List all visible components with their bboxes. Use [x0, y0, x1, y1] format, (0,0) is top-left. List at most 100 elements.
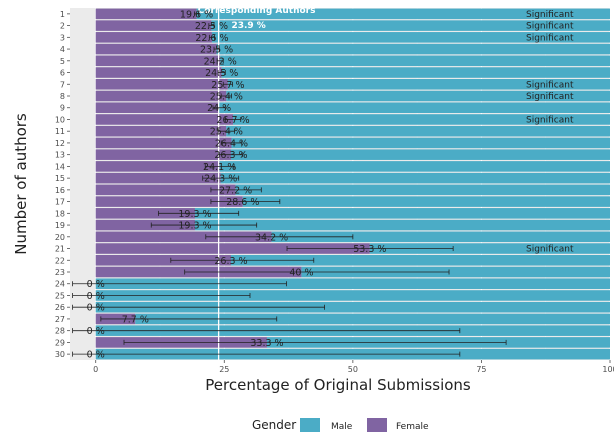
bar-female-1: [95, 8, 197, 20]
data-label-3: 22.6 %: [195, 33, 228, 44]
y-tick-label-15: 15: [55, 174, 65, 183]
bar-male-15: [220, 172, 610, 184]
bar-male-18: [194, 208, 610, 219]
significance-labels: Significant Significant Significant Signifi…: [526, 10, 574, 255]
bar-male-21: [369, 243, 610, 254]
reference-value: 23.9 %: [231, 21, 265, 31]
bar-male-5: [220, 55, 610, 67]
y-tick-label-10: 10: [55, 115, 65, 124]
data-label-11: 25.4 %: [210, 127, 243, 138]
bar-male-3: [211, 32, 610, 43]
significant-label-1: Significant: [526, 10, 574, 20]
data-label-4: 23.5 %: [200, 45, 233, 56]
y-tick-label-30: 30: [55, 350, 65, 359]
significant-label-2: Significant: [526, 22, 574, 32]
bar-male-19: [194, 219, 610, 231]
y-tick-label-12: 12: [55, 139, 65, 148]
data-label-15: 24.3 %: [204, 174, 237, 185]
y-tick-label-18: 18: [55, 209, 65, 218]
data-label-7: 25.7 %: [211, 80, 244, 91]
bar-male-4: [216, 43, 611, 55]
y-tick-label-2: 2: [60, 22, 65, 31]
x-tick-label-25: 25: [219, 365, 229, 374]
bar-female-14: [95, 161, 220, 172]
bar-female-6: [95, 67, 222, 78]
data-label-21: 53.3 %: [353, 244, 386, 255]
y-axis-title: Number of authors: [12, 113, 30, 255]
y-tick-label-1: 1: [60, 10, 65, 19]
significant-label-7: Significant: [526, 80, 574, 90]
bar-female-17: [95, 196, 243, 207]
data-labels: 19.6 %22.5 %22.6 %23.5 %24.2 %24.5 %25.7…: [87, 9, 387, 360]
data-label-19: 19.3 %: [178, 221, 211, 232]
bar-male-9: [219, 102, 610, 114]
bar-male-2: [211, 20, 610, 31]
y-tick-label-13: 13: [55, 151, 65, 160]
y-tick-label-7: 7: [60, 80, 65, 89]
bar-female-2: [95, 20, 212, 31]
data-label-14: 24.1 %: [203, 162, 236, 173]
bar-female-5: [95, 55, 221, 67]
y-tick-label-28: 28: [55, 327, 65, 336]
data-label-29: 33.3 %: [250, 338, 283, 349]
y-tick-label-22: 22: [55, 256, 65, 265]
data-label-13: 26.3 %: [214, 150, 247, 161]
bar-female-10: [95, 114, 234, 125]
y-tick-label-8: 8: [60, 92, 65, 101]
bar-female-13: [95, 149, 231, 160]
bar-male-25: [95, 290, 610, 301]
legend: Gender Male Female: [252, 418, 429, 432]
y-tick-label-14: 14: [55, 162, 65, 171]
bar-female-18: [95, 208, 195, 219]
legend-title: Gender: [252, 418, 296, 432]
bar-female-11: [95, 125, 227, 137]
data-label-17: 28.6 %: [226, 197, 259, 208]
data-label-9: 24 %: [207, 103, 231, 114]
legend-label-female: Female: [396, 422, 429, 432]
reference-caption: Corresponding Authors: [198, 6, 316, 16]
data-label-10: 26.7 %: [216, 115, 249, 126]
bar-female-19: [95, 219, 195, 231]
data-label-1: 19.6 %: [180, 9, 213, 20]
data-label-12: 26.4 %: [215, 138, 248, 149]
bar-male-16: [235, 184, 610, 196]
y-tick-label-26: 26: [55, 303, 65, 312]
data-label-16: 27.2 %: [219, 185, 252, 196]
data-label-18: 19.3 %: [178, 209, 211, 220]
bar-female-9: [95, 102, 220, 114]
y-tick-label-25: 25: [55, 291, 65, 300]
data-label-20: 34.2 %: [255, 232, 288, 243]
bar-male-22: [230, 254, 610, 266]
data-label-26: 0 %: [87, 303, 105, 314]
bar-female-7: [95, 78, 228, 90]
significant-label-10: Significant: [526, 115, 574, 125]
data-label-2: 22.5 %: [195, 21, 228, 32]
x-tick-label-0: 0: [93, 365, 98, 374]
bar-male-26: [95, 301, 610, 313]
y-axis-ticks: 1234567891011121314151617181920212223242…: [55, 10, 70, 359]
data-label-30: 0 %: [87, 350, 105, 361]
grid: [95, 8, 611, 360]
bar-female-16: [95, 184, 236, 196]
x-axis-ticks: 0 25 50 75 100: [93, 360, 614, 374]
bar-male-17: [242, 196, 611, 207]
x-axis-title: Percentage of Original Submissions: [205, 376, 471, 394]
data-label-25: 0 %: [87, 291, 105, 302]
bar-male-11: [226, 125, 611, 137]
bar-female-12: [95, 137, 232, 149]
y-tick-label-23: 23: [55, 268, 65, 277]
y-tick-label-9: 9: [60, 104, 65, 113]
bar-male-24: [95, 278, 610, 290]
bar-male-14: [219, 161, 610, 172]
bar-male-13: [230, 149, 610, 160]
y-tick-label-29: 29: [55, 338, 65, 347]
data-label-6: 24.5 %: [205, 68, 238, 79]
y-tick-label-27: 27: [55, 315, 65, 324]
y-tick-label-21: 21: [55, 245, 65, 254]
reference-line-group: Corresponding Authors 23.9 %: [198, 6, 316, 360]
y-tick-label-19: 19: [55, 221, 65, 230]
x-tick-label-50: 50: [348, 365, 358, 374]
y-tick-label-4: 4: [60, 45, 65, 54]
bar-female-20: [95, 231, 272, 243]
error-bars: [72, 11, 507, 357]
